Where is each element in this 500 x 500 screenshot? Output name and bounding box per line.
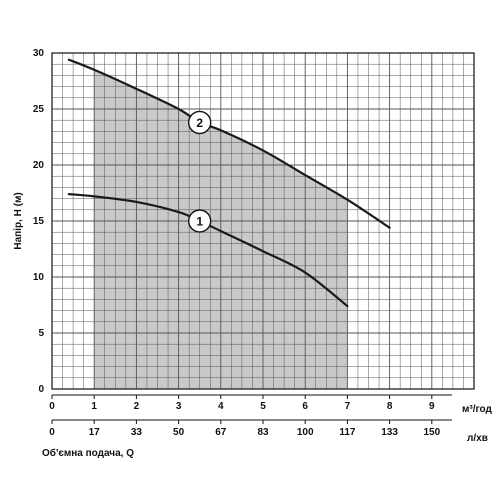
y-tick-label: 25 — [33, 104, 45, 115]
y-tick-label: 15 — [33, 216, 45, 227]
x-tick-label-secondary: 83 — [257, 427, 269, 438]
x-tick-label-secondary: 33 — [131, 427, 143, 438]
x-tick-label-primary: 7 — [345, 401, 351, 412]
x-tick-label-secondary: 150 — [423, 427, 440, 438]
series-label-circle-2 — [187, 110, 212, 135]
plot-frame — [51, 52, 475, 390]
x-axis-title: Об'ємна подача, Q — [42, 447, 134, 459]
x-tick-label-secondary: 17 — [89, 427, 101, 438]
x-axis-primary-unit: м³/год — [462, 404, 493, 415]
x-tick-label-secondary: 100 — [297, 427, 314, 438]
x-tick-label-primary: 4 — [218, 401, 224, 412]
x-tick-label-primary: 1 — [91, 401, 97, 412]
series-label-1: 1 — [196, 215, 203, 229]
x-tick-label-primary: 2 — [134, 401, 140, 412]
x-tick-label-primary: 3 — [176, 401, 182, 412]
x-tick-label-secondary: 50 — [173, 427, 185, 438]
y-tick-label: 30 — [33, 48, 45, 59]
x-tick-label-primary: 5 — [260, 401, 266, 412]
x-tick-label-secondary: 117 — [339, 427, 356, 438]
x-tick-label-secondary: 0 — [49, 427, 55, 438]
x-tick-label-secondary: 67 — [215, 427, 227, 438]
y-tick-label: 5 — [38, 328, 44, 339]
x-axis-secondary-unit: л/хв — [467, 433, 488, 444]
x-tick-label-primary: 8 — [387, 401, 393, 412]
x-tick-label-primary: 6 — [302, 401, 308, 412]
y-axis-title: Напір, Н (м) — [13, 192, 24, 249]
series-label-2: 2 — [196, 116, 203, 130]
x-tick-label-secondary: 133 — [381, 427, 398, 438]
y-tick-label: 10 — [33, 272, 45, 283]
series-label-circle-1 — [187, 209, 212, 233]
y-tick-label: 20 — [33, 160, 45, 171]
x-tick-label-primary: 0 — [49, 401, 55, 412]
y-tick-label: 0 — [38, 384, 44, 395]
x-tick-label-primary: 9 — [429, 401, 435, 412]
